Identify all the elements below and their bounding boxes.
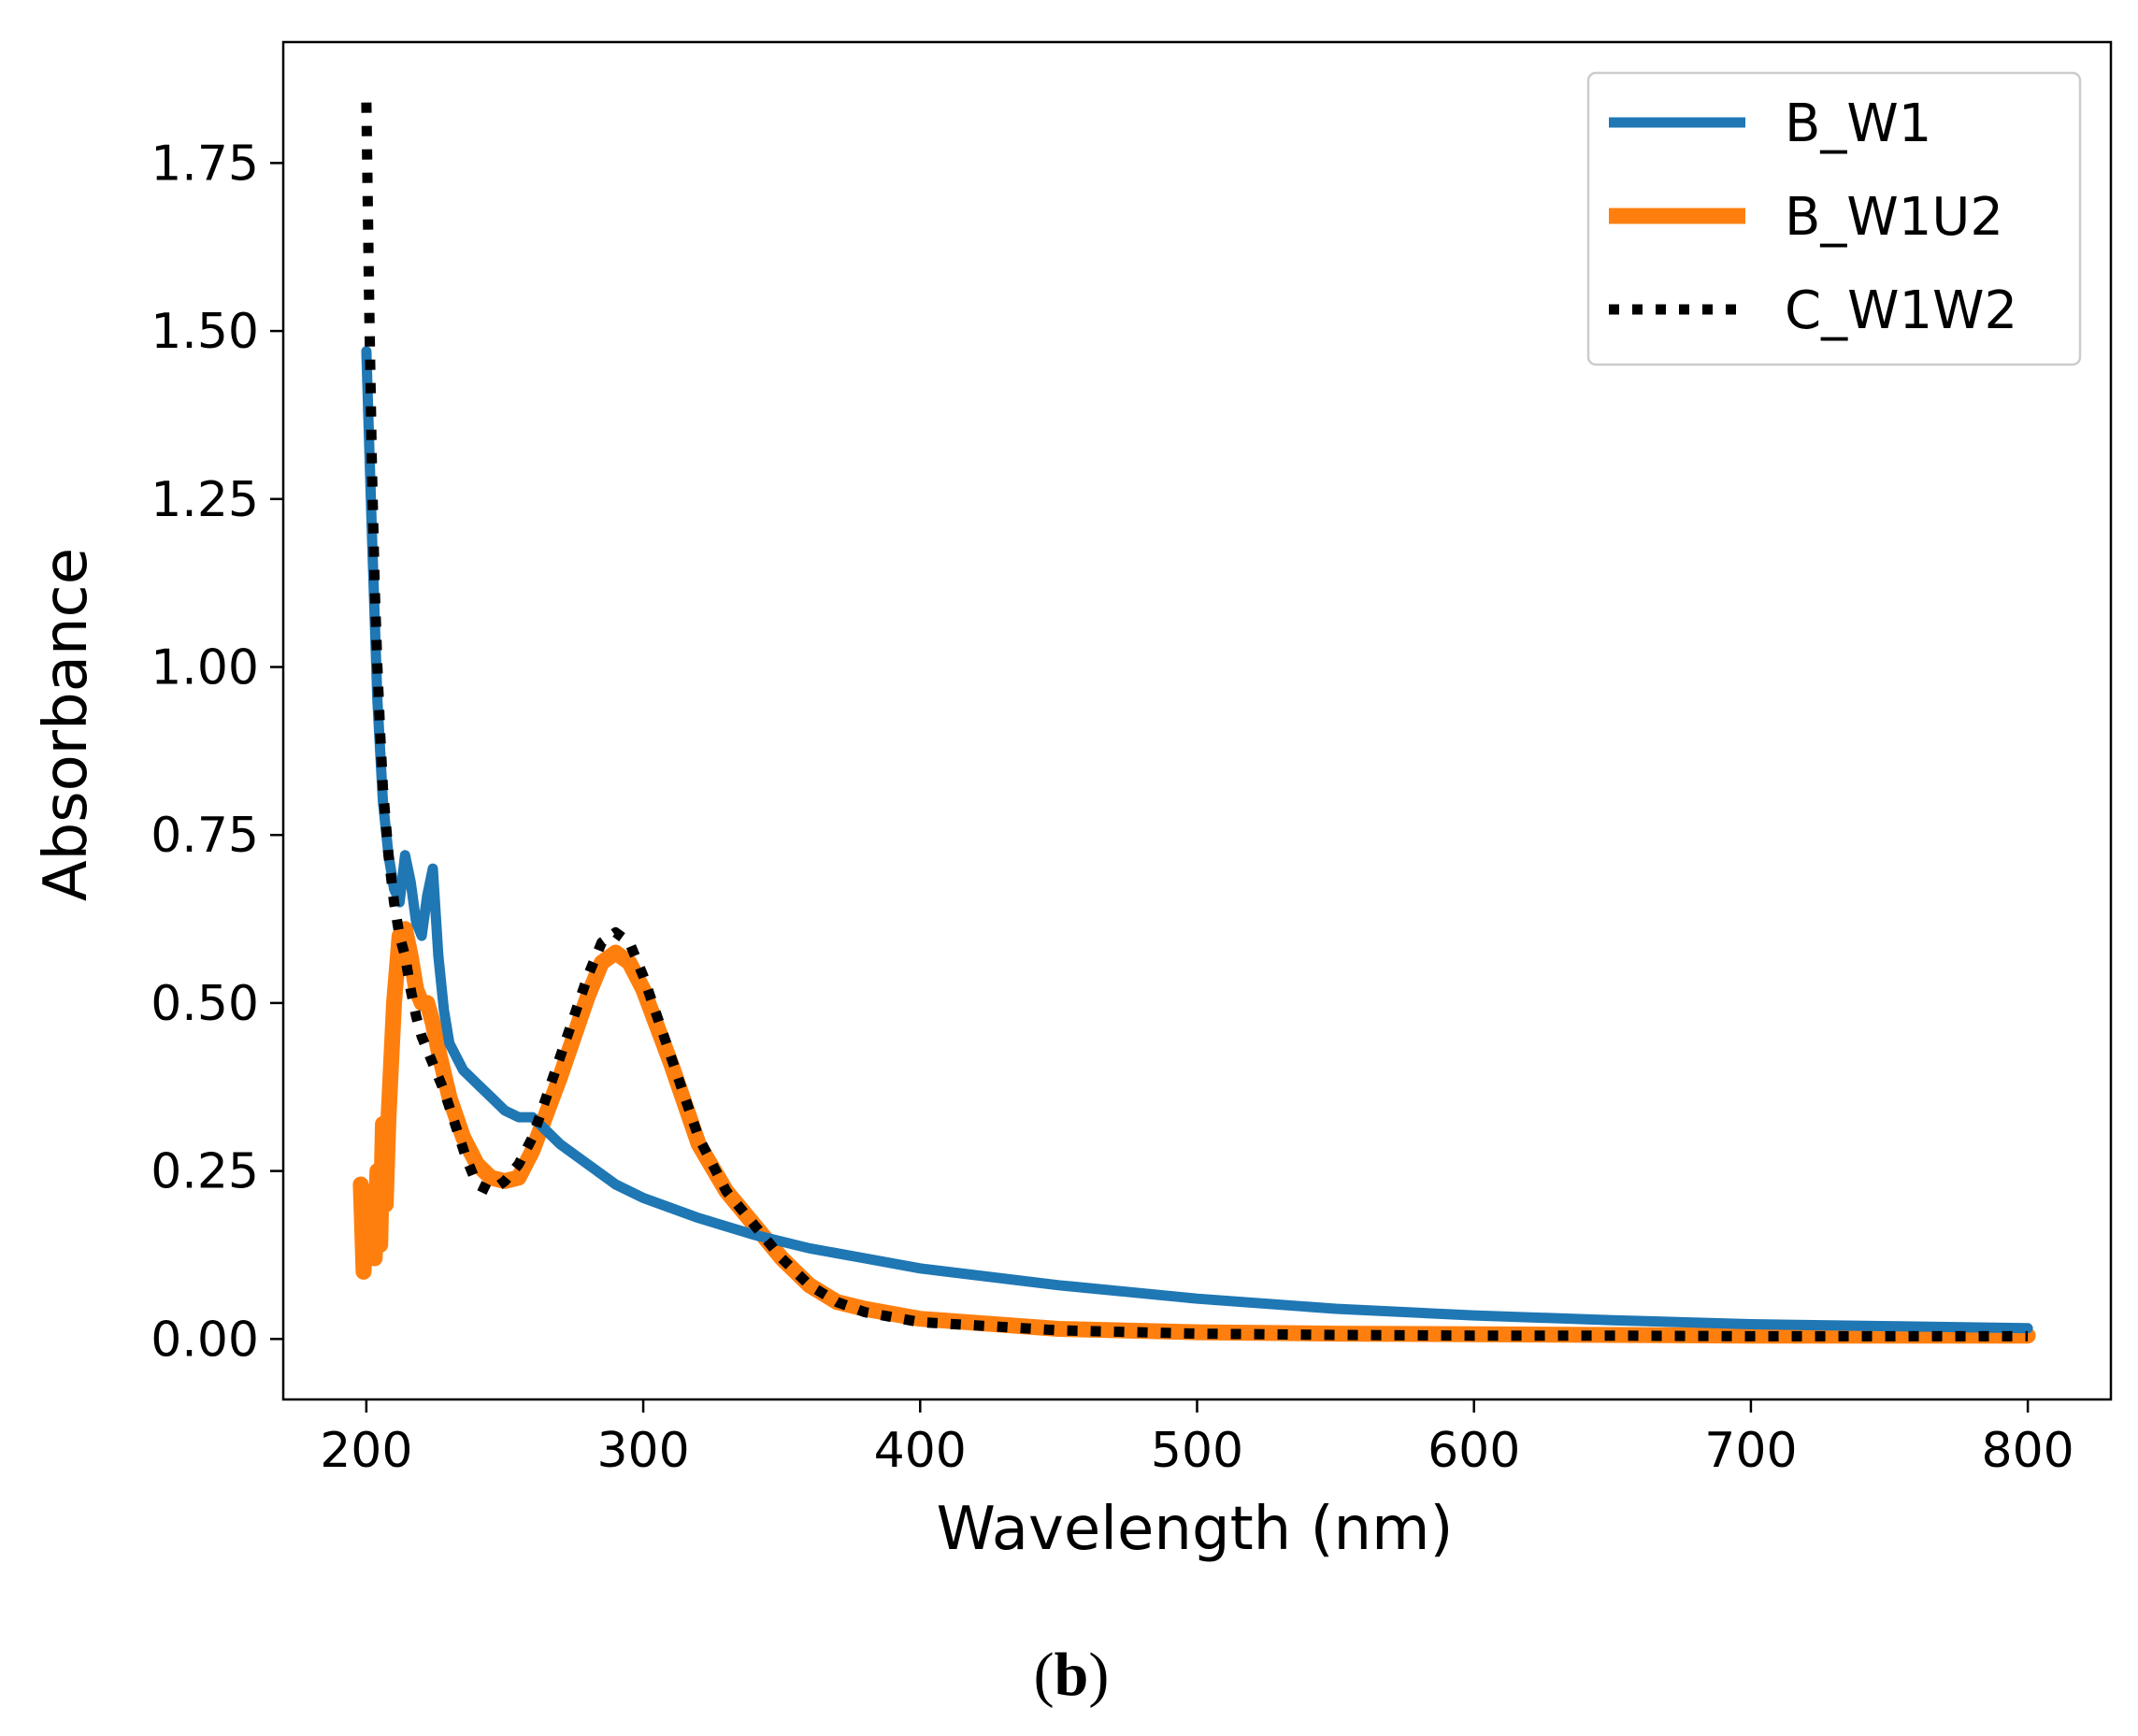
y-tick-label: 1.75 <box>151 136 259 192</box>
x-tick-label: 600 <box>1428 1423 1520 1479</box>
legend-label-b-w1: B_W1 <box>1785 93 1931 154</box>
y-tick-label: 1.25 <box>151 472 259 528</box>
y-tick-label: 0.75 <box>151 808 259 864</box>
panel-label: (b) <box>1034 1641 1110 1709</box>
x-tick-label: 500 <box>1151 1423 1243 1479</box>
y-tick-label: 1.00 <box>151 639 259 696</box>
legend-box <box>1586 71 2082 366</box>
x-tick-label: 300 <box>596 1423 689 1479</box>
panel-label-letter: b <box>1055 1641 1089 1709</box>
x-tick-label: 700 <box>1704 1423 1797 1479</box>
x-tick-label: 200 <box>320 1423 412 1479</box>
y-tick-label: 0.50 <box>151 976 259 1032</box>
x-axis-title: Wavelength (nm) <box>937 1495 1454 1564</box>
legend-label-b-w1u2: B_W1U2 <box>1785 187 2003 248</box>
x-tick-label: 800 <box>1982 1423 2074 1479</box>
series-layer <box>352 102 2036 1344</box>
series-line-b-w1u2 <box>352 921 2036 1344</box>
y-tick-label: 0.00 <box>151 1312 259 1368</box>
panel-label-close-paren: ) <box>1088 1641 1109 1709</box>
x-tick-label: 400 <box>874 1423 967 1479</box>
legend: B_W1 B_W1U2 C_W1W2 <box>1586 71 2082 366</box>
y-tick-label: 1.50 <box>151 304 259 360</box>
y-axis-title: Absorbance <box>32 548 101 901</box>
y-tick-label: 0.25 <box>151 1144 259 1200</box>
axes-layer: 200 300 400 500 600 700 800 0.00 0.25 0.50 0.75 1.0… <box>151 40 2113 1479</box>
legend-label-c-w1w2: C_W1W2 <box>1785 280 2017 341</box>
series-line-b-w1 <box>361 346 2033 1334</box>
panel-label-open-paren: ( <box>1034 1641 1055 1709</box>
